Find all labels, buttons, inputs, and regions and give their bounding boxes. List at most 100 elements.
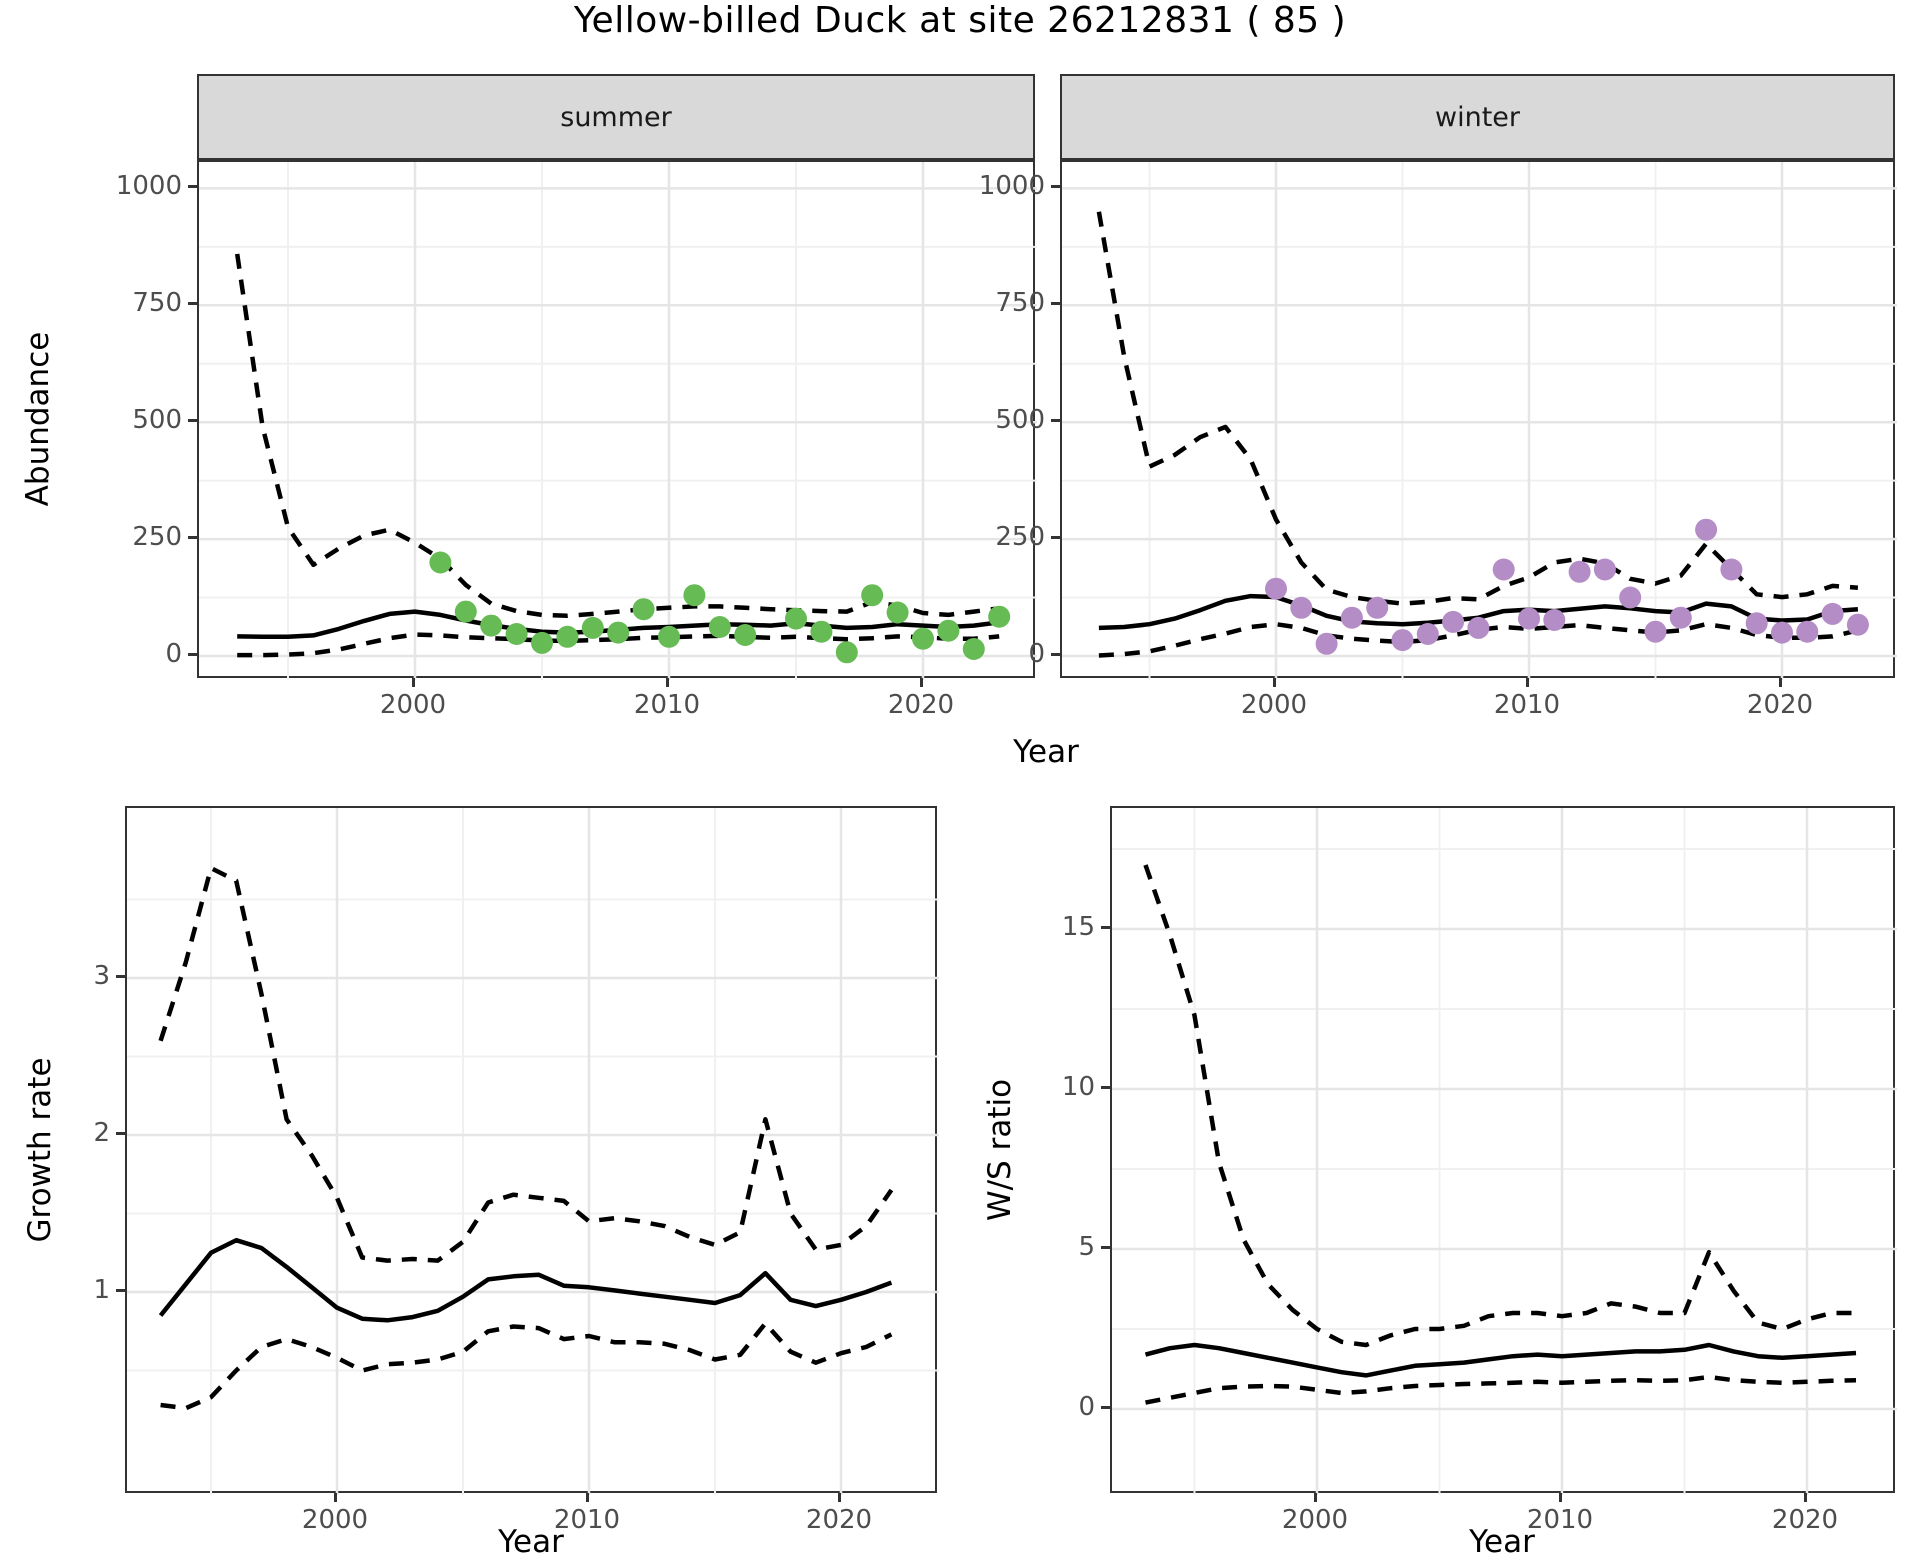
- observed-summer-counts: [937, 619, 960, 642]
- observed-summer-counts: [607, 621, 630, 644]
- observed-summer-counts: [785, 607, 807, 630]
- observed-winter-counts: [1315, 632, 1338, 655]
- y-tick-label-summer: 500: [132, 405, 182, 436]
- observed-winter-counts: [1568, 560, 1591, 583]
- x-tick-label-ws: 2000: [1281, 1505, 1349, 1535]
- y-tick-label-winter: 750: [995, 288, 1045, 319]
- x-tick-label-summer: 2020: [887, 690, 955, 720]
- observed-winter-counts: [1695, 518, 1718, 541]
- observed-summer-counts: [429, 551, 452, 574]
- y-tick-label-ws: 5: [1078, 1232, 1095, 1262]
- y-tick-label-winter: 0: [1028, 639, 1045, 669]
- y-axis-title-growth-rate: Growth rate: [22, 1057, 58, 1243]
- x-tick-label-summer: 2000: [379, 690, 447, 720]
- x-tick-mark-growth: [585, 1493, 589, 1502]
- panel-growth-rate: [125, 806, 939, 1495]
- observed-summer-counts: [988, 605, 1011, 628]
- y-tick-mark-ws: [1101, 1085, 1110, 1089]
- y-tick-label-summer: 0: [165, 639, 182, 669]
- y-tick-mark-growth: [116, 974, 125, 978]
- y-tick-mark-ws: [1101, 1405, 1110, 1409]
- x-tick-label-winter: 2010: [1493, 690, 1561, 720]
- growth-lower95-line: [160, 1321, 893, 1411]
- observed-winter-counts: [1745, 612, 1768, 635]
- observed-winter-counts: [1340, 606, 1363, 629]
- observed-winter-counts: [1492, 558, 1515, 581]
- observed-summer-counts: [708, 616, 731, 638]
- facet-strip-winter-label: winter: [1435, 101, 1520, 133]
- y-tick-mark-summer: [188, 184, 197, 188]
- observed-summer-counts: [581, 616, 604, 639]
- y-tick-label-summer: 250: [132, 522, 182, 553]
- y-tick-label-growth: 3: [93, 961, 110, 991]
- panel-abundance-summer: [197, 160, 1037, 680]
- growth-upper95-line: [158, 865, 894, 1263]
- y-tick-label-summer: 1000: [115, 171, 182, 202]
- observed-winter-counts: [1265, 577, 1287, 600]
- y-tick-label-winter: 250: [995, 522, 1045, 553]
- y-axis-title-ws-ratio: W/S ratio: [982, 1078, 1018, 1222]
- observed-summer-counts: [835, 641, 858, 664]
- chart-canvas-ws: [1112, 808, 1897, 1495]
- y-tick-label-growth: 1: [93, 1275, 110, 1305]
- x-tick-mark-ws: [1558, 1493, 1562, 1502]
- observed-summer-counts: [658, 625, 680, 648]
- observed-winter-counts: [1846, 613, 1869, 636]
- x-tick-label-ws: 2020: [1771, 1505, 1839, 1535]
- observed-winter-counts: [1467, 616, 1490, 639]
- observed-winter-counts: [1644, 620, 1667, 643]
- observed-summer-counts: [531, 631, 553, 654]
- x-tick-label-summer: 2010: [633, 690, 701, 720]
- x-tick-mark-growth: [333, 1493, 337, 1502]
- observed-winter-counts: [1720, 558, 1743, 581]
- observed-winter-counts: [1416, 623, 1439, 645]
- observed-winter-counts: [1290, 596, 1313, 619]
- y-tick-mark-winter: [1051, 184, 1060, 188]
- y-axis-title-abundance: Abundance: [20, 331, 56, 507]
- observed-winter-counts: [1391, 629, 1414, 652]
- panel-abundance-winter: [1060, 160, 1897, 680]
- ws-lower95-line: [1145, 1374, 1857, 1405]
- y-tick-mark-winter: [1051, 535, 1060, 539]
- observed-summer-counts: [480, 614, 503, 637]
- x-tick-mark-winter: [1272, 678, 1276, 687]
- y-tick-mark-growth: [116, 1131, 125, 1135]
- y-tick-label-winter: 500: [995, 405, 1045, 436]
- y-tick-mark-winter: [1051, 418, 1060, 422]
- x-tick-label-winter: 2020: [1746, 690, 1814, 720]
- x-axis-title-bottom-left: Year: [498, 1524, 564, 1560]
- y-tick-label-ws: 0: [1078, 1392, 1095, 1422]
- page-title: Yellow-billed Duck at site 26212831 ( 85…: [573, 0, 1347, 41]
- observed-summer-counts: [861, 584, 884, 607]
- panel-ws-ratio: [1110, 806, 1897, 1495]
- observed-winter-counts: [1821, 602, 1844, 625]
- observed-summer-counts: [505, 623, 528, 645]
- y-tick-mark-winter: [1051, 301, 1060, 305]
- y-tick-mark-summer: [188, 418, 197, 422]
- summer-upper95-line: [234, 253, 1000, 619]
- observed-winter-counts: [1771, 621, 1793, 644]
- y-tick-label-ws: 15: [1061, 912, 1095, 942]
- x-tick-mark-summer: [665, 678, 669, 687]
- x-tick-mark-ws: [1803, 1493, 1807, 1502]
- chart-canvas-growth: [127, 808, 939, 1495]
- y-tick-mark-summer: [188, 301, 197, 305]
- summer-lower95-line: [237, 632, 1000, 658]
- y-tick-label-growth: 2: [93, 1118, 110, 1148]
- chart-canvas-summer: [199, 162, 1037, 680]
- x-tick-mark-growth: [837, 1493, 841, 1502]
- observed-winter-counts: [1796, 620, 1819, 643]
- facet-strip-summer-label: summer: [560, 101, 672, 133]
- y-tick-mark-winter: [1051, 652, 1060, 656]
- observed-summer-counts: [556, 625, 579, 648]
- y-tick-mark-growth: [116, 1288, 125, 1292]
- y-tick-mark-summer: [188, 535, 197, 539]
- observed-winter-counts: [1518, 607, 1540, 630]
- facet-strip-winter: winter: [1060, 74, 1895, 160]
- observed-summer-counts: [683, 584, 706, 607]
- observed-summer-counts: [734, 624, 757, 646]
- x-tick-mark-winter: [1525, 678, 1529, 687]
- y-tick-mark-ws: [1101, 925, 1110, 929]
- ws-upper95-line: [1143, 864, 1856, 1348]
